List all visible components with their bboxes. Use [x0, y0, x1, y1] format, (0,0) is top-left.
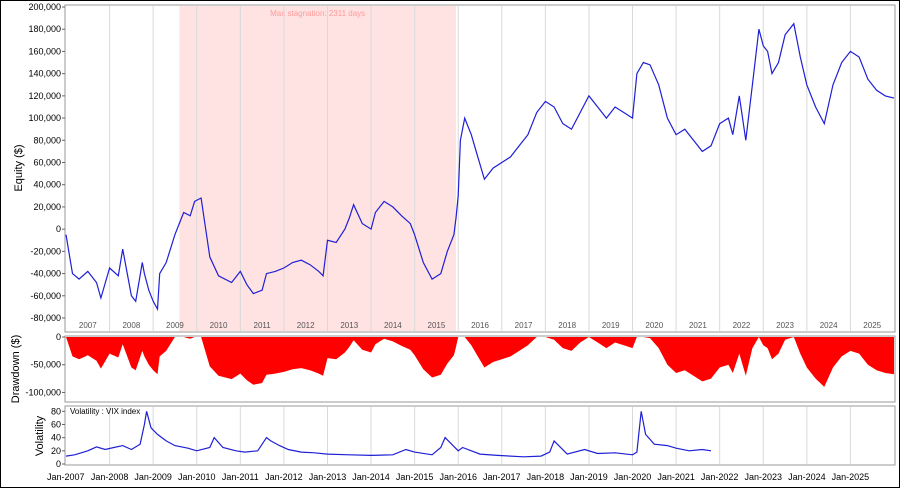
equity-year-label: 2007	[79, 321, 97, 330]
equity-y-tick-label: 140,000	[28, 69, 61, 79]
volatility-y-tick-label: 60	[51, 419, 61, 429]
volatility-title: Volatility : VIX index	[70, 407, 140, 416]
equity-y-tick-label: -80,000	[30, 313, 61, 323]
x-axis-date-label: Jan-2007	[47, 472, 85, 482]
x-axis-date-label: Jan-2017	[483, 472, 521, 482]
volatility-y-tick-label: 80	[51, 406, 61, 416]
equity-year-label: 2016	[471, 321, 489, 330]
equity-y-tick-label: 120,000	[28, 91, 61, 101]
drawdown-y-tick-label: 0	[56, 332, 61, 342]
equity-line	[65, 22, 895, 312]
drawdown-panel: 0 -50,000 -100,000 Drawdown ($)	[10, 332, 896, 403]
x-axis-date-label: Jan-2025	[832, 472, 870, 482]
equity-year-label: 2008	[122, 321, 140, 330]
equity-y-tick-label: 80,000	[33, 135, 61, 145]
volatility-line	[65, 411, 712, 458]
equity-year-label: 2013	[340, 321, 358, 330]
equity-y-tick-label: -60,000	[30, 291, 61, 301]
equity-gridlines	[109, 6, 851, 331]
x-axis-date-label: Jan-2019	[570, 472, 608, 482]
x-axis-date-label: Jan-2023	[744, 472, 782, 482]
equity-y-tick-label: 160,000	[28, 46, 61, 56]
x-axis-date-label: Jan-2016	[439, 472, 477, 482]
equity-year-label: 2020	[645, 321, 663, 330]
equity-year-label: 2011	[254, 321, 272, 330]
equity-y-tick-label: 20,000	[33, 202, 61, 212]
volatility-plot-area	[64, 405, 896, 466]
equity-year-label: 2012	[297, 321, 315, 330]
x-axis-date-label: Jan-2012	[265, 472, 303, 482]
x-axis-date-label: Jan-2018	[527, 472, 565, 482]
x-axis-date-label: Jan-2008	[91, 472, 129, 482]
volatility-y-tick-label: 40	[51, 433, 61, 443]
drawdown-y-tick-label: -100,000	[25, 387, 61, 397]
equity-y-tick-label: 60,000	[33, 158, 61, 168]
volatility-gridlines	[109, 407, 851, 464]
x-axis-date-labels: Jan-2007 Jan-2008 Jan-2009 Jan-2010 Jan-2011…	[47, 472, 869, 482]
x-axis-date-label: Jan-2011	[222, 472, 259, 482]
drawdown-y-axis-label: Drawdown ($)	[10, 335, 22, 403]
equity-year-label: 2014	[384, 321, 402, 330]
volatility-y-ticks: 80 60 40 20 0	[51, 406, 65, 469]
max-stagnation-label: Max stagnation: 2311 days	[270, 9, 365, 18]
equity-y-tick-label: 40,000	[33, 180, 61, 190]
drawdown-y-tick-label: -50,000	[30, 360, 61, 370]
equity-y-tick-label: 180,000	[28, 24, 61, 34]
x-axis-date-label: Jan-2014	[352, 472, 390, 482]
equity-panel: Max stagnation: 2311 days 200,000 180,000…	[13, 2, 896, 333]
equity-year-label: 2024	[820, 321, 838, 330]
x-axis-date-label: Jan-2009	[134, 472, 172, 482]
volatility-panel: 80 60 40 20 0 Volatility : VIX index Volatil…	[34, 405, 896, 482]
equity-y-tick-label: -20,000	[30, 246, 61, 256]
equity-y-tick-label: 100,000	[28, 113, 61, 123]
x-axis-date-label: Jan-2024	[788, 472, 826, 482]
volatility-y-tick-label: 20	[51, 446, 61, 456]
x-axis-date-label: Jan-2013	[309, 472, 347, 482]
equity-y-axis-label: Equity ($)	[13, 144, 25, 191]
equity-y-tick-label: -40,000	[30, 269, 61, 279]
equity-year-label: 2022	[733, 321, 751, 330]
x-axis-date-label: Jan-2020	[614, 472, 652, 482]
volatility-y-axis-label: Volatility	[34, 415, 46, 456]
x-axis-date-label: Jan-2022	[701, 472, 739, 482]
equity-year-label: 2023	[776, 321, 794, 330]
volatility-y-tick-label: 0	[56, 459, 61, 469]
x-axis-date-label: Jan-2021	[657, 472, 695, 482]
equity-year-label: 2015	[428, 321, 446, 330]
equity-year-label: 2021	[689, 321, 707, 330]
equity-year-label: 2018	[558, 321, 576, 330]
equity-year-label: 2009	[166, 321, 184, 330]
equity-year-label: 2010	[210, 321, 228, 330]
equity-y-ticks: 200,000 180,000 160,000 140,000 120,000 100,0…	[28, 2, 65, 323]
x-axis-date-label: Jan-2010	[178, 472, 216, 482]
equity-year-label: 2025	[863, 321, 881, 330]
equity-year-label: 2019	[602, 321, 620, 330]
x-axis-date-label: Jan-2015	[396, 472, 434, 482]
equity-y-tick-label: 200,000	[28, 2, 61, 12]
equity-year-labels: 2007 2008 2009 2010 2011 2012 2013 2014 2015 2016…	[79, 321, 882, 330]
drawdown-y-ticks: 0 -50,000 -100,000	[25, 332, 65, 397]
max-stagnation-band	[179, 6, 457, 331]
equity-y-tick-label: 0	[56, 224, 61, 234]
equity-year-label: 2017	[515, 321, 533, 330]
drawdown-area	[66, 337, 894, 387]
